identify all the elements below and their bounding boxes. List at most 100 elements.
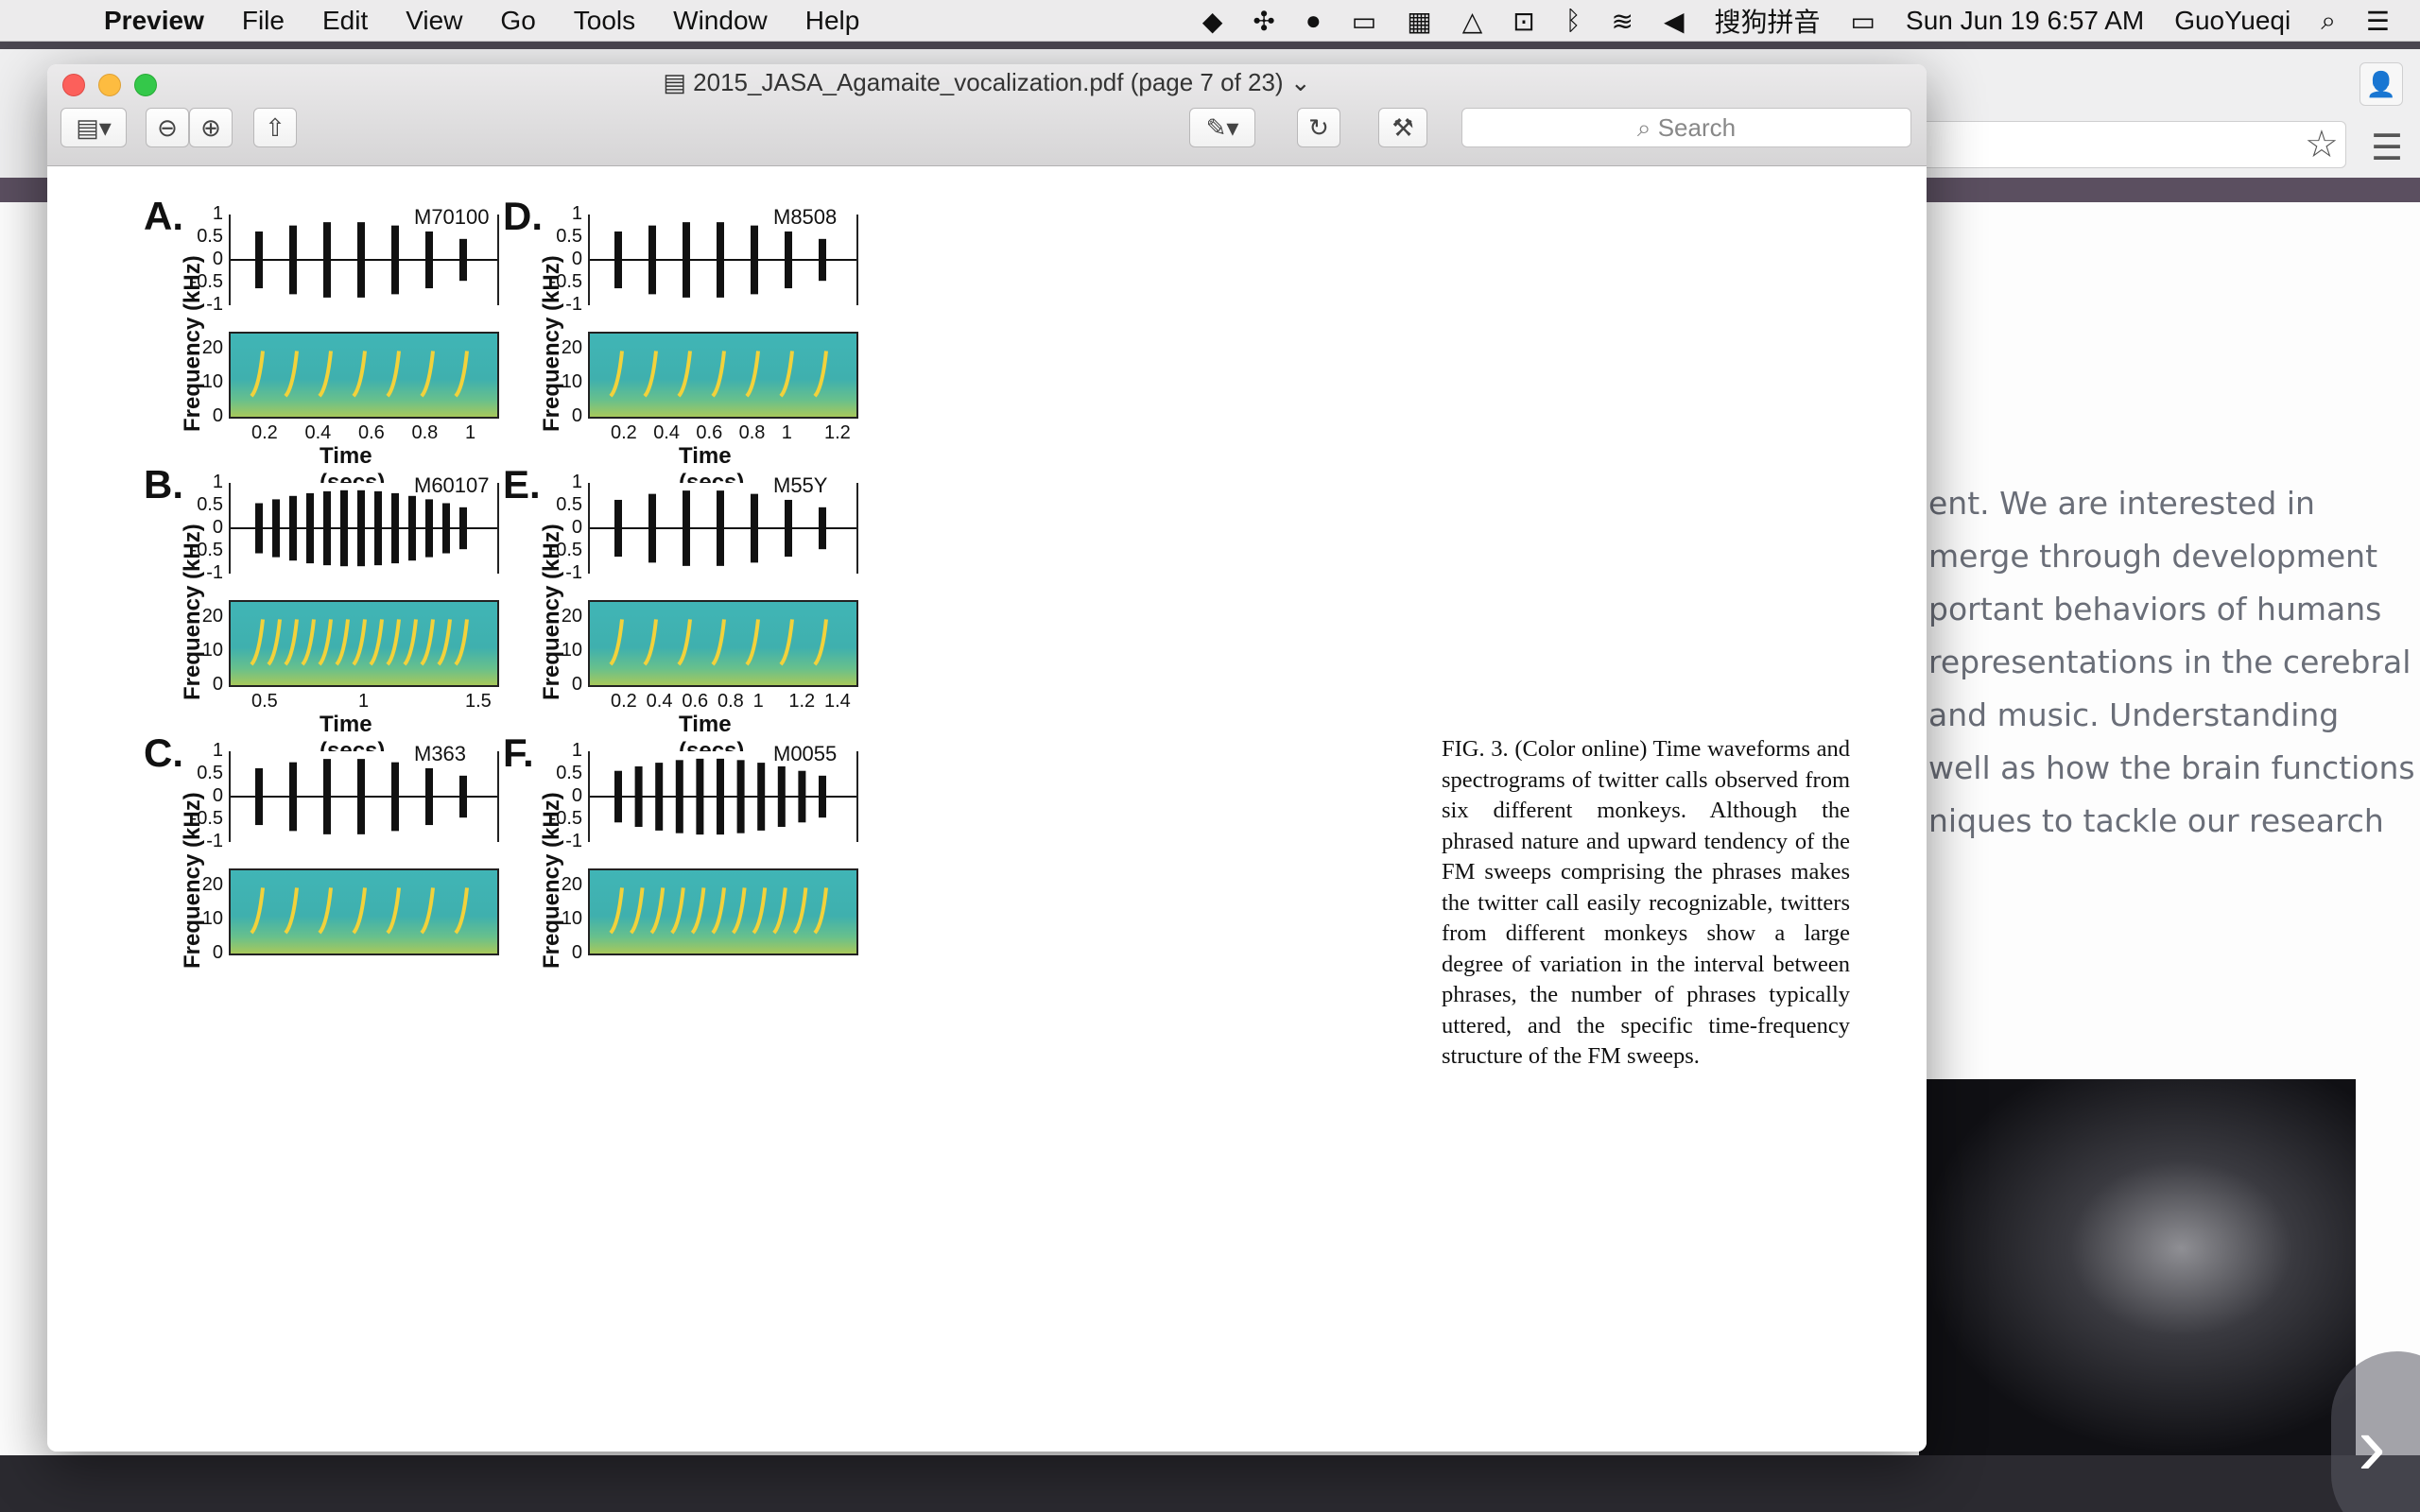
bookmark-star-icon[interactable]: ☆ xyxy=(2305,124,2339,165)
spotlight-icon[interactable]: ⌕ xyxy=(2321,5,2336,35)
dropbox-icon[interactable]: ◆ xyxy=(1201,6,1223,36)
fm-sweep xyxy=(318,351,333,398)
background-line: niques to tackle our research xyxy=(1928,802,2384,839)
menu-file[interactable]: File xyxy=(241,5,285,35)
fm-sweep xyxy=(386,887,401,935)
clock[interactable]: Sun Jun 19 6:57 AM xyxy=(1906,6,2145,35)
panel-label: D. xyxy=(503,194,543,238)
time-tick-label: 1.4 xyxy=(824,691,851,712)
notification-center-icon[interactable]: ☰ xyxy=(2365,6,2390,36)
drive-icon[interactable]: △ xyxy=(1461,6,1483,36)
user-name[interactable]: GuoYueqi xyxy=(2174,6,2291,35)
fm-sweep xyxy=(250,351,265,398)
evernote-icon[interactable]: ● xyxy=(1305,6,1322,35)
spectrogram-plot xyxy=(588,868,858,955)
waveform-burst xyxy=(272,499,280,558)
title-bar: ▤ 2015_JASA_Agamaite_vocalization.pdf (p… xyxy=(47,64,1927,166)
fm-sweep xyxy=(690,887,706,935)
fm-sweep xyxy=(752,887,768,935)
search-field[interactable]: ⌕ Search xyxy=(1461,108,1911,147)
time-tick-label: 1.2 xyxy=(788,691,816,712)
volume-icon[interactable]: ◀ xyxy=(1663,6,1685,36)
waveform-tick-label: 1 xyxy=(212,740,223,761)
ime-label[interactable]: 搜狗拼音 xyxy=(1714,8,1821,37)
zoom-in-button[interactable]: ⊕ xyxy=(189,108,233,147)
zoom-button[interactable] xyxy=(134,74,157,96)
fm-sweep xyxy=(420,887,435,935)
bluetooth-icon[interactable]: ᛒ xyxy=(1564,6,1582,35)
sidebar-toggle-button[interactable]: ▤▾ xyxy=(60,108,127,147)
panel-label: E. xyxy=(503,462,541,507)
time-tick-label: 1 xyxy=(781,422,792,443)
waveform-tick-label: 0 xyxy=(571,517,582,538)
fm-sweep xyxy=(250,887,265,935)
next-arrow-icon[interactable]: › xyxy=(2331,1351,2420,1512)
spectrogram-sweeps xyxy=(609,619,828,666)
menu-edit[interactable]: Edit xyxy=(321,5,369,35)
waveform-burst xyxy=(751,493,758,563)
spectrogram-plot xyxy=(229,600,499,687)
fm-sweep xyxy=(677,619,692,666)
waveform-tick-label: -1 xyxy=(206,294,223,315)
waveform-plot xyxy=(588,215,858,305)
pinwheel-icon[interactable]: ✣ xyxy=(1253,6,1275,36)
frequency-tick-label: 10 xyxy=(201,640,223,661)
menu-window[interactable]: Window xyxy=(673,5,768,35)
waveform-tick-label: 1 xyxy=(571,472,582,492)
panel-label: F. xyxy=(503,730,534,775)
menu-tools[interactable]: Tools xyxy=(573,5,636,35)
waveform-burst xyxy=(655,763,664,831)
waveform-tick-label: -0.5 xyxy=(190,540,223,560)
background-line: ent. We are interested in xyxy=(1928,485,2315,522)
wifi-icon[interactable]: ≋ xyxy=(1611,6,1634,36)
waveform-tick-label: 0 xyxy=(571,785,582,806)
grid-icon[interactable]: ▦ xyxy=(1407,6,1432,36)
spectrogram-plot xyxy=(588,600,858,687)
app-menu[interactable]: Preview xyxy=(104,5,204,35)
time-tick-label: 0.2 xyxy=(611,691,637,712)
hamburger-menu-icon[interactable]: ☰ xyxy=(2371,129,2404,168)
rotate-button[interactable]: ↻ xyxy=(1297,108,1340,147)
waveform-tick-label: 0.5 xyxy=(556,226,582,247)
time-tick-label: 1 xyxy=(752,691,764,712)
waveform-burst xyxy=(323,222,331,298)
waveform-burst xyxy=(736,760,745,833)
waveform-plot xyxy=(229,751,499,842)
spectrogram-plot xyxy=(229,332,499,419)
time-tick-label: 0.2 xyxy=(251,422,278,443)
toolbox-button[interactable]: ⚒ xyxy=(1378,108,1427,147)
waveform-burst xyxy=(459,238,467,282)
background-url-bar[interactable] xyxy=(1919,121,2346,168)
waveform-tick-label: 1 xyxy=(212,472,223,492)
menu-go[interactable]: Go xyxy=(500,5,536,35)
waveform-burst xyxy=(785,499,792,558)
fm-sweep xyxy=(369,619,384,666)
spectrogram-sweeps xyxy=(609,887,828,935)
profile-icon[interactable]: 👤 xyxy=(2360,62,2403,106)
waveform-plot xyxy=(588,483,858,574)
waveform-burst xyxy=(696,758,704,835)
battery-icon[interactable]: ▭ xyxy=(1850,6,1876,36)
zoom-out-button[interactable]: ⊖ xyxy=(146,108,189,147)
background-line: and music. Understanding xyxy=(1928,696,2340,733)
airplay-icon[interactable]: ⊡ xyxy=(1512,6,1535,36)
waveform-burst xyxy=(648,225,656,295)
waveform-tick-label: 0.5 xyxy=(197,226,223,247)
y-axis-label: Frequency (kHz) xyxy=(180,524,205,700)
waveform-burst xyxy=(255,503,263,554)
pdf-page[interactable]: A. 1 0.5 0 -0.5 -1 M70100 20 10 0 Frequency (kHz) 0… xyxy=(47,167,1927,1452)
search-placeholder: Search xyxy=(1657,113,1737,142)
waveform-burst xyxy=(819,507,826,550)
menu-view[interactable]: View xyxy=(406,5,463,35)
frequency-tick-label: 20 xyxy=(201,337,223,358)
waveform-burst xyxy=(289,762,297,832)
window-title[interactable]: ▤ 2015_JASA_Agamaite_vocalization.pdf (p… xyxy=(47,68,1927,97)
menu-help[interactable]: Help xyxy=(804,5,860,35)
close-button[interactable] xyxy=(62,74,85,96)
markup-button[interactable]: ✎▾ xyxy=(1189,108,1255,147)
share-button[interactable]: ⇧ xyxy=(253,108,297,147)
minimize-button[interactable] xyxy=(98,74,121,96)
fm-sweep xyxy=(609,619,624,666)
screen-icon[interactable]: ▭ xyxy=(1351,6,1377,36)
pdf-file-icon: ▤ xyxy=(663,68,694,96)
